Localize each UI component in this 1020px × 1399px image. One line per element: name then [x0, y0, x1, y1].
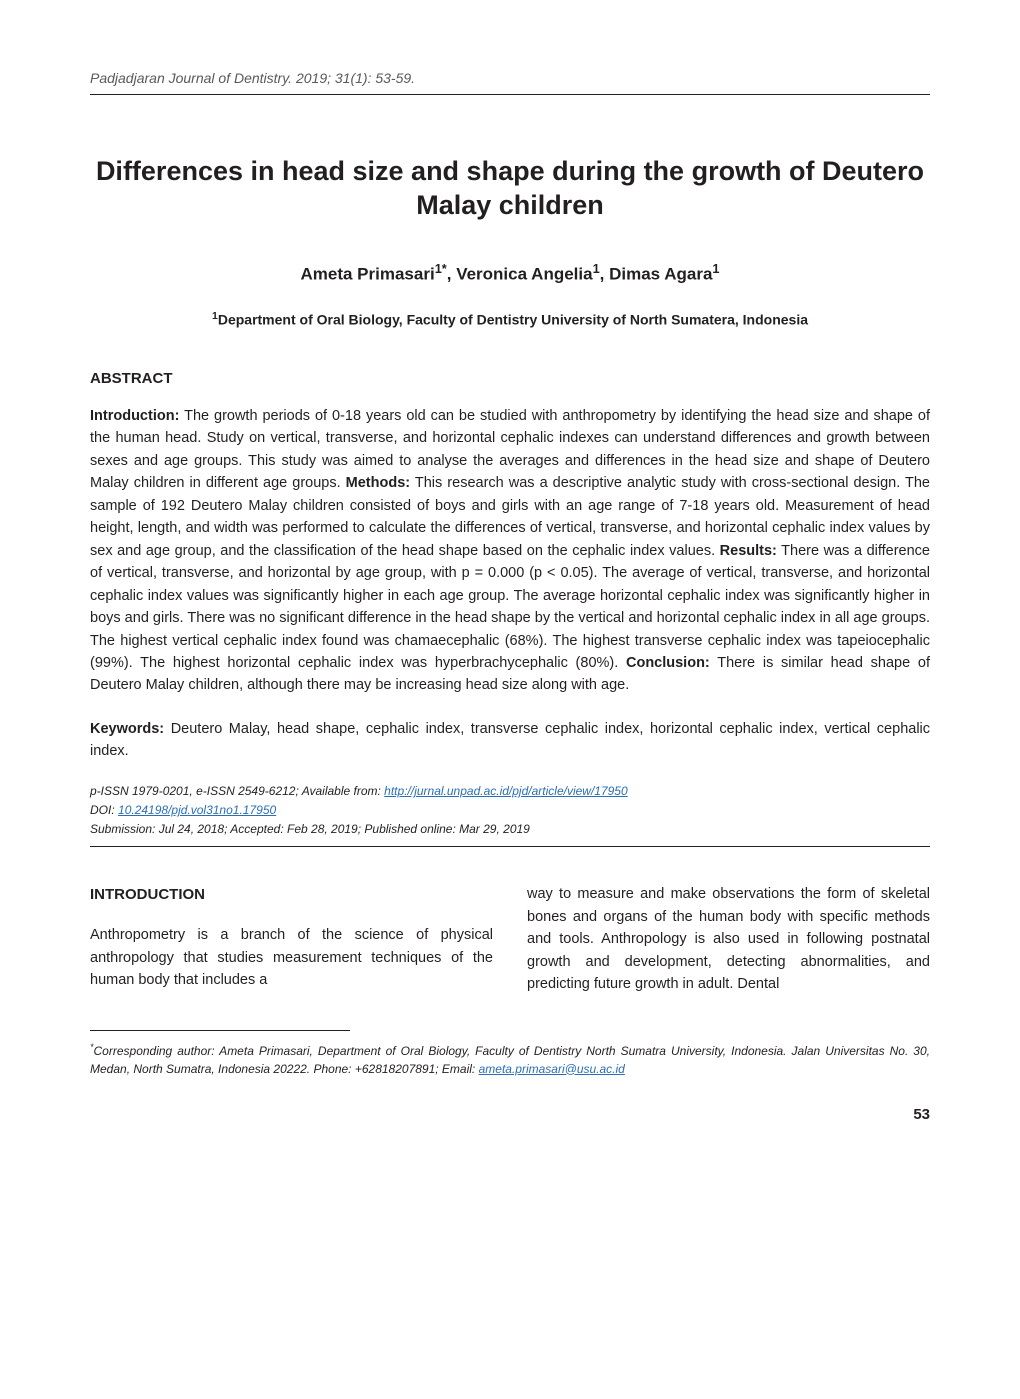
article-title: Differences in head size and shape durin… — [90, 155, 930, 223]
column-right: way to measure and make observations the… — [527, 883, 930, 995]
abstract-heading: ABSTRACT — [90, 370, 930, 387]
column-left: INTRODUCTION Anthropometry is a branch o… — [90, 883, 493, 995]
footnote-rule — [90, 1030, 350, 1031]
issn-line: p-ISSN 1979-0201, e-ISSN 2549-6212; Avai… — [90, 782, 930, 801]
introduction-heading: INTRODUCTION — [90, 883, 493, 906]
doi-link[interactable]: 10.24198/pjd.vol31no1.17950 — [118, 803, 276, 817]
corresponding-email-link[interactable]: ameta.primasari@usu.ac.id — [479, 1062, 625, 1076]
top-rule — [90, 94, 930, 95]
keywords-text: Deutero Malay, head shape, cephalic inde… — [90, 721, 930, 759]
doi-line: DOI: 10.24198/pjd.vol31no1.17950 — [90, 801, 930, 820]
keywords-line: Keywords: Deutero Malay, head shape, cep… — [90, 719, 930, 763]
authors-line: Ameta Primasari1*, Veronica Angelia1, Di… — [90, 261, 930, 285]
abstract-body: Introduction: The growth periods of 0-18… — [90, 405, 930, 697]
affiliation-line: 1Department of Oral Biology, Faculty of … — [90, 310, 930, 328]
article-meta: p-ISSN 1979-0201, e-ISSN 2549-6212; Avai… — [90, 782, 930, 838]
mid-rule — [90, 846, 930, 847]
intro-col2-text: way to measure and make observations the… — [527, 883, 930, 995]
doi-label: DOI: — [90, 803, 118, 817]
page-number: 53 — [90, 1106, 930, 1123]
intro-col1-text: Anthropometry is a branch of the science… — [90, 924, 493, 991]
keywords-label: Keywords: — [90, 721, 164, 737]
dates-line: Submission: Jul 24, 2018; Accepted: Feb … — [90, 820, 930, 839]
corresponding-author-footnote: *Corresponding author: Ameta Primasari, … — [90, 1041, 930, 1078]
running-header: Padjadjaran Journal of Dentistry. 2019; … — [90, 70, 930, 86]
body-columns: INTRODUCTION Anthropometry is a branch o… — [90, 883, 930, 995]
available-from-link[interactable]: http://jurnal.unpad.ac.id/pjd/article/vi… — [384, 784, 628, 798]
issn-prefix: p-ISSN 1979-0201, e-ISSN 2549-6212; Avai… — [90, 784, 384, 798]
